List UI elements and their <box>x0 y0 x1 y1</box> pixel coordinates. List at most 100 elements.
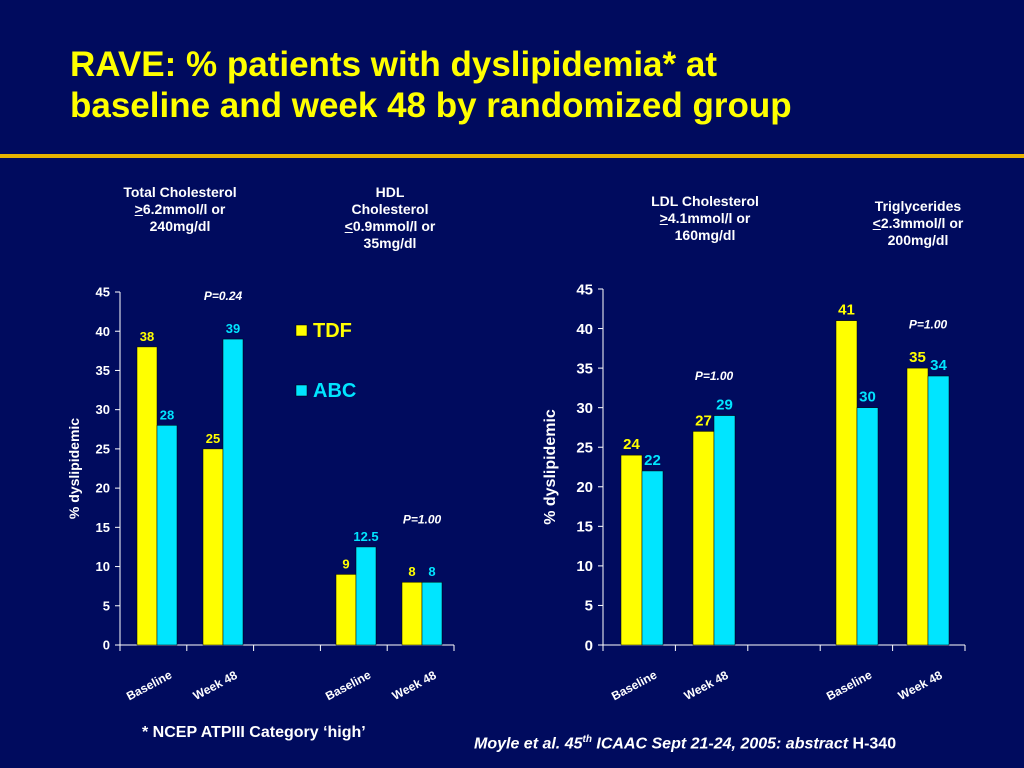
y-tick-label: 0 <box>585 637 593 654</box>
y-tick-label: 30 <box>96 402 110 417</box>
y-tick-label: 35 <box>576 360 593 377</box>
x-category-label: Baseline <box>323 668 373 704</box>
data-label-tdf: 24 <box>623 436 640 453</box>
citation-text: Moyle et al. 45 <box>474 735 583 753</box>
data-label-tdf: 8 <box>408 564 415 579</box>
y-tick-label: 5 <box>103 598 110 613</box>
data-label-abc: 39 <box>226 321 240 336</box>
bar-abc <box>856 407 879 646</box>
data-label-abc: 34 <box>930 357 947 374</box>
title-divider <box>0 154 1024 158</box>
data-label-abc: 29 <box>716 397 733 414</box>
ldl-threshold: 4.1mmol/l or <box>667 210 751 226</box>
y-tick-label: 40 <box>576 321 593 338</box>
bar-tdf <box>906 367 929 646</box>
bar-tdf <box>692 431 715 646</box>
bar-tdf <box>335 574 357 646</box>
bar-tdf <box>835 320 858 646</box>
tg-threshold-mgdl: 200mg/dl <box>887 232 949 248</box>
tg-symbol: < <box>872 215 881 231</box>
p-value-annotation: P=0.24 <box>204 289 243 303</box>
x-category-label: Baseline <box>609 668 659 704</box>
category-triglycerides: Triglycerides <2.3mmol/l or 200mg/dl <box>848 198 988 249</box>
y-tick-label: 30 <box>576 400 593 417</box>
x-category-label: Week 48 <box>390 668 439 703</box>
y-tick-label: 25 <box>576 439 593 456</box>
citation-superscript: th <box>582 734 592 745</box>
tg-name: Triglycerides <box>874 198 962 214</box>
y-axis-label: % dyslipidemic <box>542 409 559 525</box>
p-value-annotation: P=1.00 <box>403 512 442 526</box>
x-category-label: Week 48 <box>191 668 240 703</box>
category-total-cholesterol: Total Cholesterol >6.2mmol/l or 240mg/dl <box>110 184 250 235</box>
legend-label-abc: ABC <box>313 380 356 402</box>
x-category-label: Baseline <box>124 668 174 704</box>
category-ldl-cholesterol: LDL Cholesterol >4.1mmol/l or 160mg/dl <box>630 193 780 244</box>
data-label-tdf: 38 <box>140 329 154 344</box>
title-line-2: baseline and week 48 by randomized group <box>70 86 792 125</box>
bar-abc <box>355 546 377 646</box>
y-tick-label: 10 <box>96 559 110 574</box>
data-label-tdf: 35 <box>909 349 926 366</box>
citation: Moyle et al. 45th ICAAC Sept 21-24, 2005… <box>474 734 896 753</box>
citation-text-2: ICAAC Sept 21-24, 2005: abstract <box>591 735 849 753</box>
slide-title: RAVE: % patients with dyslipidemia* at b… <box>70 44 970 126</box>
total-chol-threshold-mgdl: 240mg/dl <box>149 218 211 234</box>
bar-tdf <box>401 581 423 646</box>
hdl-threshold: 0.9mmol/l or <box>352 218 436 234</box>
y-tick-label: 25 <box>96 441 110 456</box>
bar-abc <box>222 338 244 646</box>
total-chol-threshold: 6.2mmol/l or <box>142 201 226 217</box>
legend-label-tdf: TDF <box>313 320 352 342</box>
bar-abc <box>927 375 950 646</box>
y-tick-label: 45 <box>96 285 110 300</box>
hdl-threshold-mgdl: 35mg/dl <box>363 235 417 251</box>
hdl-name-2: Cholesterol <box>351 201 429 217</box>
y-tick-label: 40 <box>96 324 110 339</box>
data-label-abc: 8 <box>428 564 435 579</box>
tg-threshold: 2.3mmol/l or <box>880 215 964 231</box>
p-value-annotation: P=1.00 <box>909 318 948 332</box>
ldl-name: LDL Cholesterol <box>651 193 759 209</box>
y-axis-label: % dyslipidemic <box>66 418 82 519</box>
data-label-abc: 30 <box>859 389 876 406</box>
y-tick-label: 15 <box>96 520 110 535</box>
hdl-name: HDL <box>375 184 405 200</box>
y-tick-label: 10 <box>576 558 593 575</box>
y-tick-label: 5 <box>585 598 593 615</box>
x-category-label: Week 48 <box>896 668 945 703</box>
y-tick-label: 35 <box>96 363 110 378</box>
legend-swatch-tdf <box>295 324 308 337</box>
total-chol-symbol: > <box>134 201 143 217</box>
p-value-annotation: P=1.00 <box>695 369 734 383</box>
ldl-symbol: > <box>659 210 668 226</box>
legend-swatch-abc <box>295 384 308 397</box>
data-label-abc: 12.5 <box>353 529 378 544</box>
y-tick-label: 45 <box>576 281 593 298</box>
bar-abc <box>713 415 736 646</box>
data-label-tdf: 27 <box>695 412 712 429</box>
hdl-symbol: < <box>344 218 353 234</box>
data-label-tdf: 41 <box>838 302 855 319</box>
footnote: * NCEP ATPIII Category ‘high’ <box>142 724 366 741</box>
bar-abc <box>421 581 443 646</box>
category-hdl-cholesterol: HDL Cholesterol <0.9mmol/l or 35mg/dl <box>320 184 460 252</box>
citation-abstract-id: H-340 <box>848 735 897 753</box>
bar-abc <box>641 470 664 646</box>
total-chol-name: Total Cholesterol <box>123 184 237 200</box>
bar-abc <box>156 425 178 646</box>
bar-tdf <box>136 346 158 646</box>
y-tick-label: 0 <box>103 638 110 653</box>
title-line-1: RAVE: % patients with dyslipidemia* at <box>70 45 717 84</box>
ldl-threshold-mgdl: 160mg/dl <box>674 227 736 243</box>
y-tick-label: 15 <box>576 519 593 536</box>
bar-tdf <box>202 448 224 646</box>
bar-tdf <box>620 454 643 646</box>
data-label-abc: 28 <box>160 407 174 422</box>
x-category-label: Week 48 <box>682 668 731 703</box>
data-label-tdf: 25 <box>206 431 220 446</box>
data-label-tdf: 9 <box>342 556 349 571</box>
y-tick-label: 20 <box>576 479 593 496</box>
x-category-label: Baseline <box>824 668 874 704</box>
